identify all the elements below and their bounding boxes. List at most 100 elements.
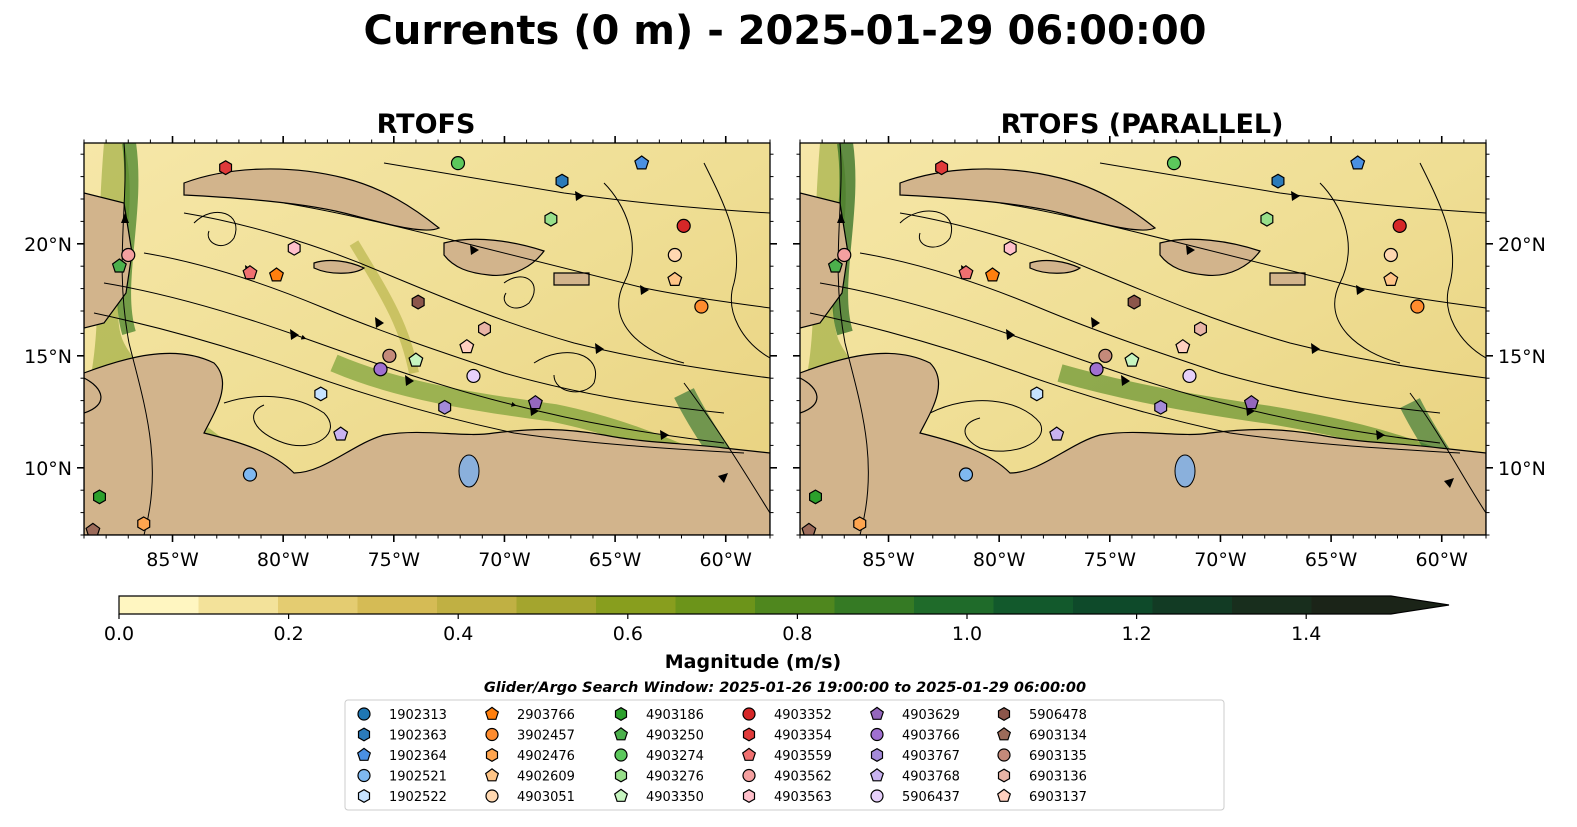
- search-window-caption: Glider/Argo Search Window: 2025-01-26 19…: [484, 680, 1086, 696]
- platform-6903134: [85, 522, 101, 535]
- lon-tick-label: 65°W: [1305, 549, 1358, 571]
- colorbar-cell: [1152, 596, 1233, 614]
- colorbar-tick-label: 0.0: [104, 623, 134, 645]
- legend-label: 1902364: [389, 749, 447, 764]
- legend-label: 4902609: [517, 770, 575, 785]
- legend-label: 4903563: [774, 790, 832, 805]
- legend-label: 6903134: [1029, 729, 1087, 744]
- legend-marker-4903250: [613, 727, 629, 741]
- platform-5906437: [466, 368, 481, 384]
- platform-2903766: [984, 267, 1001, 282]
- legend-marker-4903559: [741, 747, 757, 761]
- platform-4903629: [527, 394, 543, 410]
- platform-4902609: [1383, 271, 1399, 286]
- lon-tick-label: 75°W: [1084, 549, 1137, 571]
- panel-title-rtofs: RTOFS: [377, 109, 476, 140]
- legend-marker-1902364: [356, 747, 372, 761]
- platform-4903350: [408, 352, 424, 367]
- axis-ticks: 85°W 80°W 75°W 70°W 65°W 60°W 20°N 15°N 10°N: [24, 136, 777, 571]
- legend-label: 6903135: [1029, 749, 1087, 764]
- legend-marker-2903766: [484, 706, 500, 720]
- platform-1902522: [1030, 386, 1044, 402]
- colorbar-cell: [516, 596, 597, 614]
- platform-4903563: [287, 240, 301, 256]
- platform-4902476: [853, 516, 867, 532]
- lat-tick-label: 15°N: [1498, 346, 1546, 368]
- legend-marker-4903274: [614, 748, 628, 762]
- legend-marker-6903136: [997, 768, 1011, 783]
- platform-1902364: [1350, 155, 1366, 170]
- lon-tick-label: 85°W: [862, 549, 915, 571]
- colorbar-tick-label: 0.6: [613, 623, 643, 645]
- platform-1902522: [314, 386, 328, 402]
- platform-4903186: [93, 489, 106, 505]
- legend-marker-1902363: [357, 727, 371, 742]
- platform-markers: [85, 155, 770, 535]
- legend-label: 4903559: [774, 749, 832, 764]
- colorbar-cell: [278, 596, 358, 614]
- lat-tick-label: 15°N: [24, 346, 72, 368]
- platform-4903562: [121, 247, 136, 263]
- legend-label: 6903136: [1029, 770, 1087, 785]
- legend-label: 4903051: [517, 790, 575, 805]
- legend-marker-4903629: [869, 706, 885, 720]
- platform-6903136: [1194, 321, 1207, 337]
- legend-marker-1902521: [357, 768, 371, 783]
- colorbar-cell: [437, 596, 517, 614]
- lon-tick-label: 65°W: [589, 549, 642, 571]
- legend-marker-4902476: [485, 748, 499, 762]
- legend-marker-3902457: [485, 727, 499, 742]
- legend-label: 5906478: [1029, 708, 1087, 723]
- colorbar-cell: [914, 596, 994, 614]
- platform-4903186: [809, 489, 822, 505]
- lake-maracaibo: [1174, 454, 1196, 488]
- lon-tick-label: 75°W: [368, 549, 421, 571]
- map-rtofs-parallel: [800, 143, 1486, 535]
- legend-label: 3902457: [517, 729, 575, 744]
- legend-marker-4903350: [613, 788, 629, 802]
- legend-label: 4903186: [646, 708, 704, 723]
- colorbar-ticks: 0.0 0.2 0.4 0.6 0.8 1.0 1.2 1.4: [104, 614, 1321, 645]
- platform-1902364: [634, 155, 650, 170]
- legend-marker-4903766: [870, 727, 884, 742]
- platform-4903274: [1166, 156, 1182, 171]
- legend-label: 4903629: [902, 708, 960, 723]
- colorbar-tick-label: 0.2: [273, 623, 303, 645]
- platform-2903766: [268, 267, 285, 282]
- legend-marker-4903276: [614, 768, 628, 783]
- colorbar-cell: [834, 596, 915, 614]
- legend-marker-5906478: [997, 707, 1011, 721]
- platform-6903136: [478, 321, 491, 337]
- platform-5906478: [411, 294, 425, 310]
- platform-4903276: [1260, 211, 1274, 227]
- colorbar-tick-label: 0.4: [443, 623, 473, 645]
- legend-label: 4903352: [774, 708, 832, 723]
- platform-4902476: [137, 516, 151, 532]
- platform-6903134: [801, 522, 817, 535]
- streamlines: [93, 143, 770, 535]
- legend-label: 4903562: [774, 770, 832, 785]
- land: [84, 168, 770, 535]
- platform-1902521: [958, 467, 974, 482]
- platform-1902521: [242, 467, 258, 482]
- legend-marker-5906437: [870, 789, 884, 803]
- legend-label: 1902313: [389, 708, 447, 723]
- lat-tick-label: 20°N: [1498, 234, 1546, 256]
- platform-4903767: [438, 399, 452, 415]
- legend-marker-4903051: [485, 789, 499, 803]
- platform-4903051: [667, 247, 682, 263]
- platform-4903274: [450, 156, 466, 171]
- legend-marker-1902522: [357, 789, 371, 803]
- colorbar-tick-label: 0.8: [782, 623, 812, 645]
- colorbar-cell: [755, 596, 835, 614]
- lat-tick-label: 20°N: [24, 234, 72, 256]
- platform-4903250: [827, 258, 843, 273]
- legend-label: 4903250: [646, 729, 704, 744]
- platform-4902609: [667, 271, 683, 286]
- colorbar-tick-label: 1.4: [1291, 623, 1321, 645]
- panel-title-rtofs-parallel: RTOFS (PARALLEL): [1001, 109, 1284, 140]
- colorbar-cell: [198, 596, 279, 614]
- legend-label: 4902476: [517, 749, 575, 764]
- legend-label: 4903354: [774, 729, 832, 744]
